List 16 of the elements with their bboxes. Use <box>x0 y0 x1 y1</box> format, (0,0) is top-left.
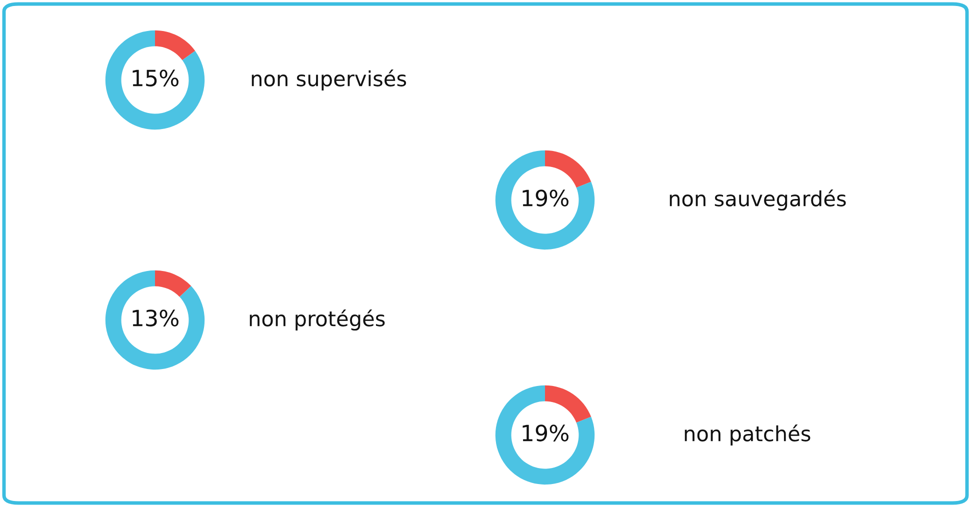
donut-slice <box>105 270 205 370</box>
donut-slice <box>155 30 196 60</box>
data-label: 19% <box>522 190 568 206</box>
donut-slice <box>545 150 592 188</box>
text: non supervisés <box>252 70 406 90</box>
donut-slice <box>105 30 205 130</box>
donut-slice <box>495 385 595 485</box>
text: non sauvegardés <box>670 190 846 210</box>
donut-slice <box>155 270 192 297</box>
donut-slice <box>495 150 595 250</box>
data-label: 19% <box>522 424 568 442</box>
donut-slice <box>545 385 592 423</box>
text: non patchés <box>684 424 810 446</box>
data-label: 15% <box>132 70 178 86</box>
text: non protégés <box>250 310 385 330</box>
data-label: 13% <box>132 310 178 326</box>
